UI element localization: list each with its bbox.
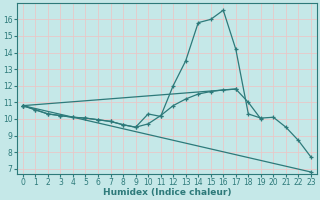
X-axis label: Humidex (Indice chaleur): Humidex (Indice chaleur)	[103, 188, 231, 197]
